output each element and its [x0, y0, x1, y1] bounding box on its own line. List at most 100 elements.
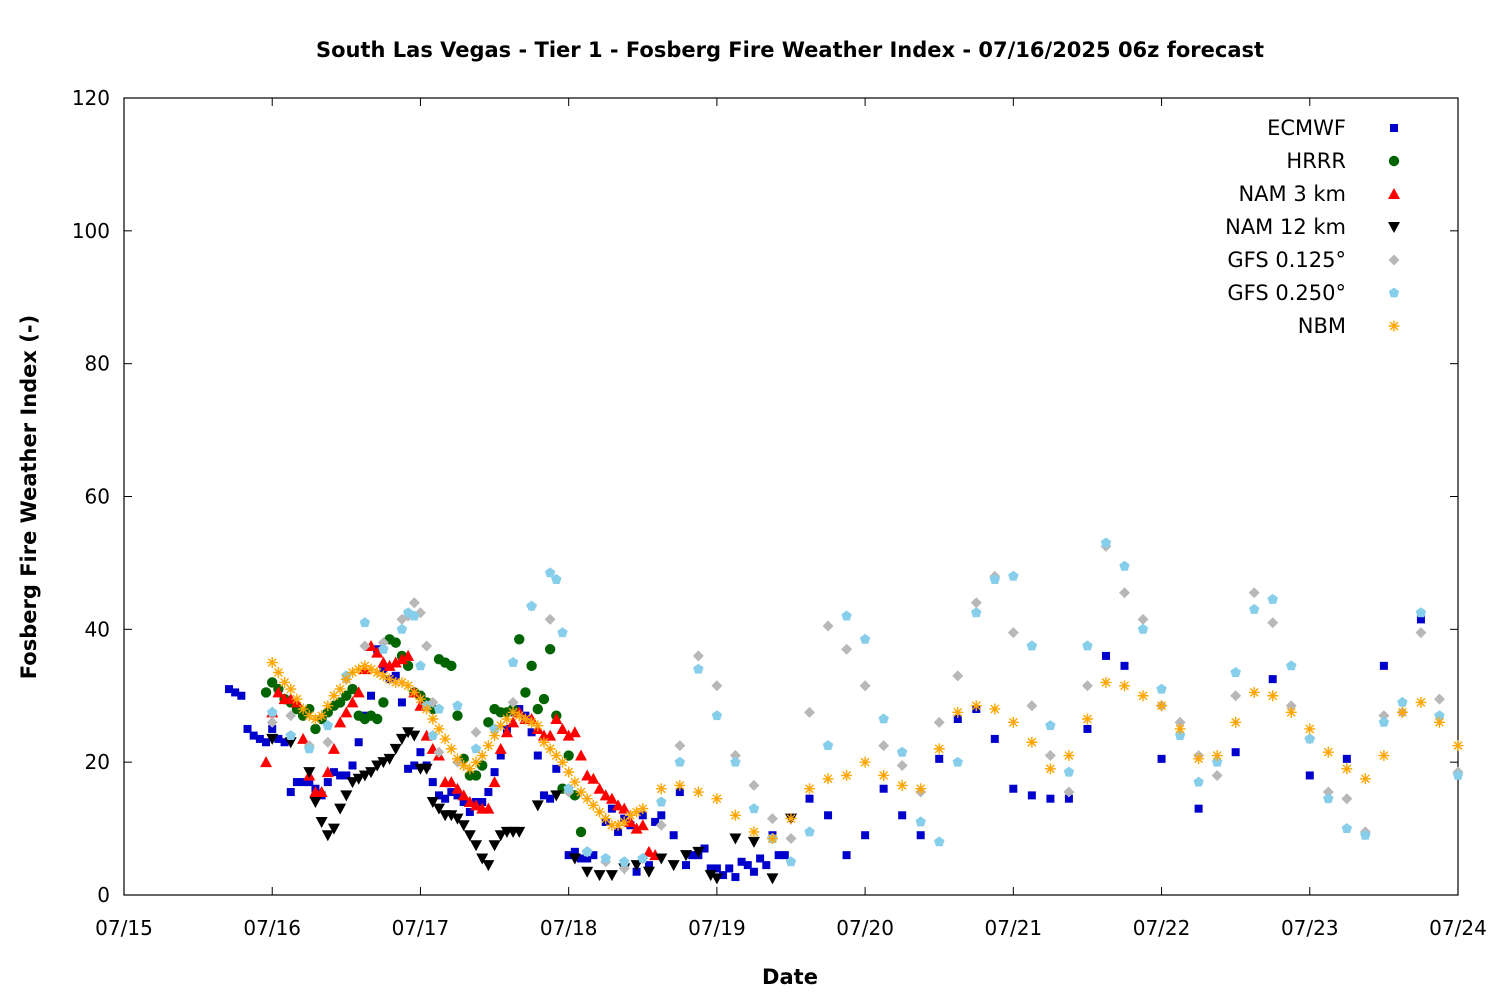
data-point — [463, 796, 476, 808]
data-point — [383, 753, 396, 765]
data-point — [408, 597, 420, 609]
data-point — [371, 646, 384, 658]
data-point — [582, 846, 593, 857]
legend-item: GFS 0.250° — [1227, 281, 1400, 305]
legend-label: GFS 0.250° — [1227, 281, 1346, 305]
data-point — [581, 769, 594, 781]
data-point — [1341, 823, 1353, 833]
data-point — [544, 567, 556, 578]
data-point — [322, 707, 334, 718]
data-point — [637, 853, 648, 863]
data-point — [581, 793, 593, 805]
data-point — [822, 620, 834, 632]
y-axis-label: Fosberg Fire Weather Index (-) — [17, 315, 41, 679]
data-point — [488, 776, 501, 788]
data-point — [365, 663, 377, 675]
data-point — [841, 769, 853, 781]
data-point — [322, 736, 334, 748]
data-point — [526, 600, 537, 611]
data-point — [346, 777, 359, 789]
data-point — [1119, 560, 1130, 571]
data-point — [593, 870, 606, 882]
data-point — [396, 623, 408, 634]
data-point — [1193, 753, 1205, 765]
y-tick-label: 20 — [85, 750, 110, 774]
data-point — [470, 743, 482, 754]
data-point — [358, 770, 371, 782]
data-point — [564, 851, 573, 860]
data-point — [644, 861, 653, 870]
data-point — [700, 844, 709, 853]
x-tick-label: 07/16 — [243, 916, 301, 940]
data-point — [636, 819, 649, 831]
data-point — [842, 851, 851, 860]
data-point — [682, 861, 691, 870]
data-point — [1267, 617, 1279, 629]
data-point — [378, 643, 389, 654]
data-point — [414, 693, 426, 705]
data-point — [711, 793, 723, 805]
data-point — [447, 788, 456, 797]
data-point — [390, 637, 401, 648]
data-point — [1248, 686, 1260, 698]
data-point — [562, 729, 575, 741]
data-point — [1342, 754, 1351, 763]
data-point — [249, 731, 258, 740]
data-point — [667, 860, 680, 872]
data-point — [599, 789, 612, 801]
data-point — [415, 660, 426, 671]
data-point — [397, 698, 406, 707]
data-point — [729, 809, 741, 821]
data-point — [1100, 537, 1112, 548]
data-point — [774, 851, 783, 860]
data-point — [340, 673, 352, 685]
data-point — [470, 726, 482, 738]
data-point — [706, 864, 715, 873]
data-point — [539, 791, 548, 800]
data-point — [336, 771, 345, 780]
data-point — [328, 690, 340, 702]
data-point — [1248, 587, 1260, 599]
data-point — [655, 783, 667, 795]
data-point — [651, 817, 660, 826]
data-point — [575, 749, 588, 761]
data-point — [1230, 716, 1242, 728]
y-tick-label: 100 — [72, 219, 110, 243]
data-point — [1156, 700, 1168, 712]
data-point — [371, 667, 383, 679]
data-point — [824, 811, 833, 820]
data-point — [1322, 746, 1334, 758]
data-point — [637, 803, 649, 815]
data-point — [327, 742, 340, 754]
data-point — [1211, 750, 1223, 762]
data-point — [340, 706, 353, 718]
data-point — [501, 713, 513, 725]
data-point — [285, 683, 297, 695]
y-tick-label: 60 — [85, 485, 110, 509]
data-point — [496, 751, 505, 760]
data-point — [445, 743, 457, 755]
data-point — [457, 789, 470, 801]
data-point — [1046, 794, 1055, 803]
data-point — [568, 726, 581, 738]
data-point — [619, 856, 630, 867]
data-point — [410, 761, 419, 770]
data-point — [531, 800, 544, 812]
data-point — [989, 574, 1000, 584]
data-point — [557, 627, 568, 638]
data-point — [642, 845, 655, 857]
data-point — [550, 790, 563, 802]
data-point — [1211, 769, 1223, 781]
data-point — [935, 754, 944, 763]
data-point — [309, 797, 322, 809]
x-tick-label: 07/21 — [985, 916, 1043, 940]
data-point — [334, 683, 346, 695]
data-point — [451, 813, 464, 825]
x-tick-label: 07/19 — [688, 916, 746, 940]
data-point — [879, 784, 888, 793]
data-point — [1193, 776, 1204, 787]
data-point — [310, 723, 321, 735]
data-point — [1341, 793, 1353, 805]
legend-marker — [1388, 320, 1400, 332]
data-point — [822, 740, 834, 750]
